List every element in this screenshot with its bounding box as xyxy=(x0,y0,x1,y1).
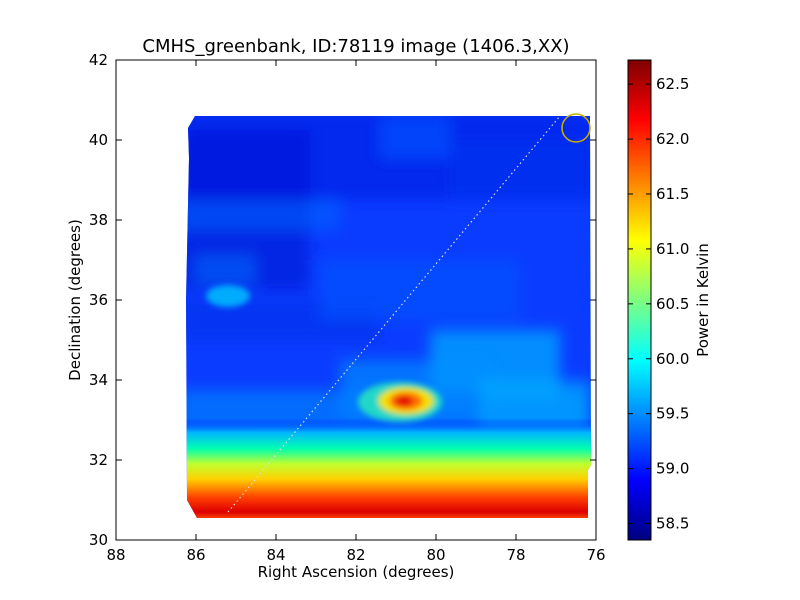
x-tick-label: 76 xyxy=(586,546,605,564)
beam-marker xyxy=(561,113,591,143)
colorbar-label: Power in Kelvin xyxy=(694,243,712,357)
colorbar-ticks: 58.5 59.0 59.5 60.0 60.5 61.0 61.5 62.0 62.5 xyxy=(628,75,689,533)
x-axis: 88 86 84 82 80 78 76 xyxy=(106,60,606,564)
y-tick-label: 36 xyxy=(89,291,108,309)
colorbar-tick-label: 62.0 xyxy=(656,130,689,148)
y-tick-label: 32 xyxy=(89,451,108,469)
x-tick-label: 78 xyxy=(506,546,525,564)
y-axis: 30 32 34 36 38 40 42 xyxy=(89,51,596,549)
y-tick-label: 30 xyxy=(89,531,108,549)
colorbar-tick-label: 59.0 xyxy=(656,460,689,478)
x-tick-label: 88 xyxy=(106,546,125,564)
y-tick-label: 34 xyxy=(89,371,108,389)
x-axis-label: Right Ascension (degrees) xyxy=(258,563,455,581)
y-tick-label: 42 xyxy=(89,51,108,69)
colorbar-tick-label: 61.0 xyxy=(656,240,689,258)
hotspot xyxy=(358,382,442,422)
chart-title: CMHS_greenbank, ID:78119 image (1406.3,X… xyxy=(142,36,569,57)
x-tick-label: 84 xyxy=(266,546,285,564)
scan-path-line xyxy=(227,115,561,513)
colorbar-gradient xyxy=(627,59,652,541)
colorbar-tick-label: 62.5 xyxy=(656,75,689,93)
colorbar: 58.5 59.0 59.5 60.0 60.5 61.0 61.5 62.0 62.5 Pow… xyxy=(627,59,712,541)
beam-circle xyxy=(561,113,591,143)
scan-path xyxy=(227,115,561,513)
x-tick-label: 82 xyxy=(346,546,365,564)
colorbar-tick-label: 58.5 xyxy=(656,515,689,533)
x-tick-label: 80 xyxy=(426,546,445,564)
y-tick-label: 40 xyxy=(89,131,108,149)
colorbar-tick-label: 59.5 xyxy=(656,405,689,423)
y-tick-label: 38 xyxy=(89,211,108,229)
warm-patch xyxy=(206,285,250,307)
colorbar-tick-label: 60.0 xyxy=(656,350,689,368)
y-axis-label: Declination (degrees) xyxy=(66,219,84,381)
x-tick-label: 86 xyxy=(186,546,205,564)
colorbar-tick-label: 60.5 xyxy=(656,295,689,313)
heatmap-image xyxy=(186,116,591,518)
colorbar-tick-label: 61.5 xyxy=(656,185,689,203)
warm-band-bottom xyxy=(186,418,591,518)
